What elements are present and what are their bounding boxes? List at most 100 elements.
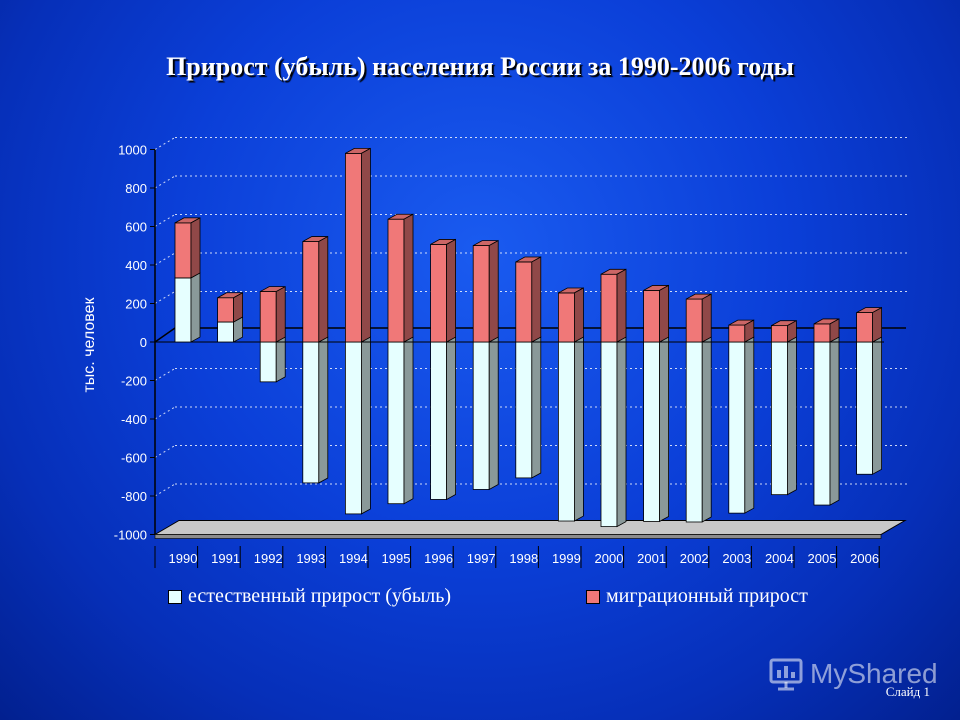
legend: естественный прирост (убыль) миграционны… — [0, 585, 960, 611]
bar-natural-front — [430, 341, 448, 500]
bar-migration — [728, 319, 755, 343]
bar-natural — [813, 336, 840, 506]
x-tick-label: 2004 — [765, 551, 794, 566]
bar-natural-side — [574, 336, 584, 522]
y-tick-label: 0 — [140, 335, 147, 350]
bar-natural-side — [446, 336, 457, 501]
legend-item-natural: естественный прирост (убыль) — [168, 585, 451, 608]
legend-label-migration: миграционный прирост — [606, 585, 808, 607]
bar-natural — [728, 336, 755, 514]
presentation-icon — [769, 658, 803, 691]
y-tick-label: 1000 — [118, 143, 147, 158]
y-tick-label: -200 — [121, 374, 147, 389]
bar-migration-side — [488, 239, 499, 343]
y-tick-label: 400 — [125, 258, 147, 273]
gridline-diagonal — [154, 406, 176, 420]
bar-natural — [856, 336, 882, 475]
x-tick-label: 1993 — [296, 551, 325, 566]
bar-natural-front — [643, 341, 660, 522]
bar-migration-side — [574, 287, 584, 343]
bar-migration-front — [430, 244, 448, 343]
x-tick-label: 1992 — [254, 551, 283, 566]
gridline-diagonal — [154, 368, 176, 381]
positive-bars — [174, 147, 882, 343]
legend-swatch-natural — [168, 589, 182, 604]
bar-migration-front — [259, 291, 277, 343]
x-tick-label: 2000 — [595, 551, 624, 566]
bar-migration — [259, 285, 286, 343]
floor-front — [154, 534, 882, 539]
bar-natural — [771, 336, 797, 496]
bar-natural-side — [275, 336, 286, 383]
x-tick-label: 2001 — [637, 551, 666, 566]
bar-natural-front — [344, 341, 362, 515]
bar-natural-side — [872, 336, 882, 475]
x-tick-label: 2006 — [850, 551, 879, 566]
bar-natural-front — [600, 341, 618, 528]
bar-natural — [685, 336, 712, 523]
y-tick-label: 800 — [125, 181, 147, 196]
bar-migration — [813, 318, 840, 343]
bar-natural-front — [685, 341, 703, 523]
gridline-diagonal — [154, 214, 176, 227]
bar-migration-front — [472, 245, 490, 343]
bar-migration-side — [787, 320, 797, 343]
chart-floor — [153, 520, 907, 539]
y-tick-label: 600 — [125, 220, 147, 235]
bar-migration — [685, 293, 712, 343]
x-tick-label: 1991 — [211, 551, 240, 566]
bar-natural — [558, 336, 584, 522]
y-tick-label: -400 — [121, 412, 147, 427]
bar-migration-front — [174, 222, 192, 279]
bar-natural-side — [829, 336, 840, 506]
y-tick-label: 200 — [125, 297, 147, 312]
legend-item-migration: миграционный прирост — [586, 585, 808, 608]
bar-migration-side — [275, 285, 286, 343]
bar-migration-front — [558, 292, 575, 343]
bar-migration-side — [360, 147, 371, 343]
tick-labels: 10008006004002000-200-400-600-800-100019… — [114, 143, 879, 567]
y-tick-label: -800 — [121, 489, 147, 504]
bar-natural-front — [302, 341, 320, 484]
bar-migration-front — [856, 312, 873, 343]
y-axis-label: тыс. человек — [81, 297, 98, 393]
bar-natural-front — [771, 341, 788, 496]
bar-migration-front — [685, 298, 703, 343]
x-tick-label: 1990 — [169, 551, 198, 566]
x-tick-label: 1995 — [382, 551, 411, 566]
bar-migration-side — [403, 213, 414, 343]
bar-natural — [174, 272, 201, 343]
bar-natural-front — [472, 341, 490, 490]
bar-natural — [259, 336, 286, 383]
bar-natural-side — [531, 336, 542, 479]
bar-migration-front — [600, 273, 618, 343]
bar-migration-front — [387, 218, 405, 343]
legend-swatch-migration — [586, 589, 600, 604]
bar-natural-side — [616, 336, 627, 528]
bar-migration-front — [217, 297, 235, 323]
bar-migration — [174, 217, 201, 279]
watermark: MyShared — [768, 656, 938, 692]
bar-migration — [515, 256, 542, 343]
chart-title: Прирост (убыль) населения России за 1990… — [166, 52, 794, 81]
bar-migration — [387, 213, 414, 343]
bar-migration — [344, 147, 371, 343]
bar-migration-front — [771, 325, 788, 343]
bar-migration-front — [813, 323, 831, 343]
y-tick-label: -1000 — [114, 528, 147, 543]
zero-axis-diagonal — [154, 327, 176, 343]
bar-migration-side — [872, 306, 882, 343]
bar-natural-side — [403, 336, 414, 505]
bar-natural — [643, 336, 669, 523]
bar-migration-front — [302, 241, 320, 343]
bar-natural-front — [856, 341, 873, 475]
bar-migration-side — [659, 284, 669, 343]
x-tick-label: 1996 — [424, 551, 453, 566]
bar-migration — [558, 287, 584, 343]
bar-natural — [430, 336, 457, 501]
y-tick-label: -600 — [121, 451, 147, 466]
bar-migration-side — [829, 318, 840, 343]
negative-bars — [259, 336, 882, 528]
bar-natural-side — [701, 336, 712, 523]
bar-migration-side — [233, 292, 244, 323]
